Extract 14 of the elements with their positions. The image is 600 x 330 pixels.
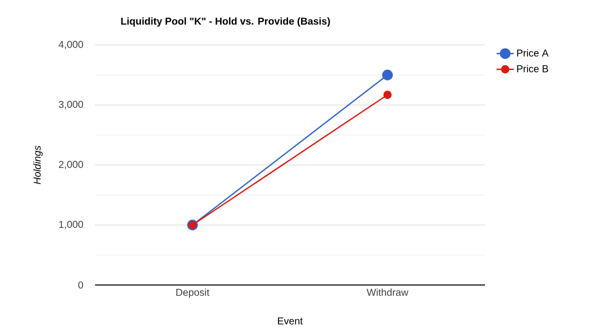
x-axis-title: Event xyxy=(278,318,303,324)
y-tick-label: 3,000 xyxy=(58,100,84,110)
x-tick-label: Withdraw xyxy=(366,288,408,296)
legend-label: Price B xyxy=(517,64,548,72)
y-tick-label: 0 xyxy=(78,281,84,289)
point xyxy=(382,70,393,80)
y-tick-label: 4,000 xyxy=(58,40,84,50)
point xyxy=(383,90,392,99)
x-tick-label: Deposit xyxy=(176,288,210,298)
chart-title: Liquidity Pool "K" - Hold vs. Provide (Basis) xyxy=(121,17,330,27)
legend-label: Price A xyxy=(517,49,549,57)
y-tick-label: 2,000 xyxy=(58,160,84,170)
y-tick-label: 1,000 xyxy=(59,220,84,230)
y-axis-title: Holdings xyxy=(33,146,43,184)
